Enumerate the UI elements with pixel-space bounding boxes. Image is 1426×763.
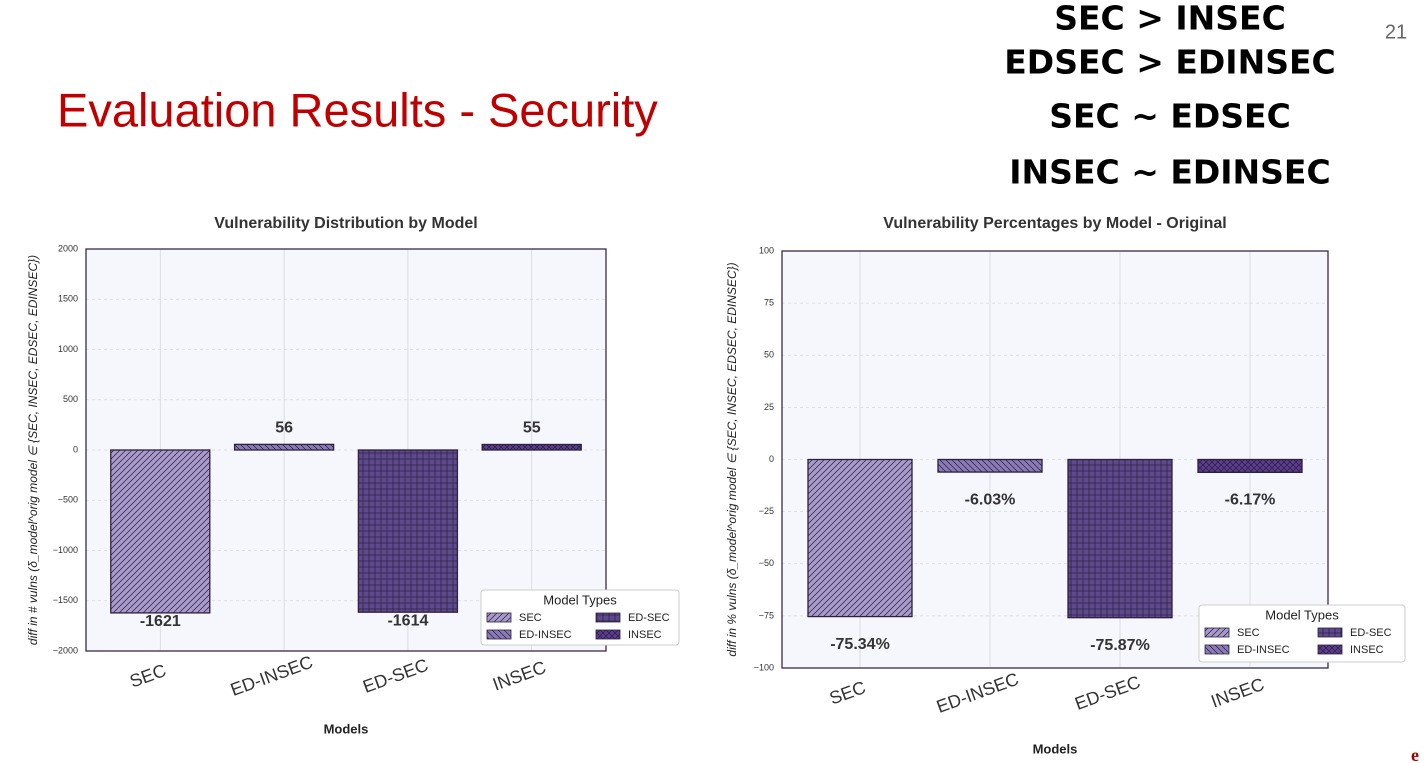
legend-label: SEC: [519, 612, 542, 624]
value-label: -6.17%: [1225, 492, 1276, 509]
y-tick-label: 2000: [58, 243, 78, 253]
x-tick-label: SEC: [127, 660, 169, 691]
bar: [357, 449, 459, 613]
x-tick-label: INSEC: [1208, 674, 1267, 712]
y-axis-label: diff in # vulns (δ_model^orig model ∈ {S…: [26, 255, 40, 645]
note: EDSEC > EDINSEC: [1004, 43, 1335, 82]
bar: [807, 458, 913, 618]
chart-title: Vulnerability Percentages by Model - Ori…: [883, 215, 1227, 232]
logo: e: [1411, 745, 1419, 763]
y-tick-label: −25: [759, 506, 774, 516]
legend-swatch: [486, 612, 512, 623]
note: SEC > INSEC: [1054, 0, 1286, 38]
plot-frame: [781, 250, 1329, 669]
legend: [480, 589, 680, 646]
legend-label: ED-SEC: [1350, 627, 1392, 639]
legend-label: INSEC: [1350, 644, 1384, 656]
bar: [1067, 458, 1173, 619]
bar: [937, 458, 1043, 473]
y-tick-label: 100: [759, 245, 774, 255]
legend-swatch: [595, 612, 621, 623]
y-tick-label: −500: [58, 495, 78, 505]
legend-title: Model Types: [1265, 607, 1339, 622]
legend-swatch: [1317, 627, 1343, 638]
page-number: 21: [1385, 21, 1407, 43]
x-tick-label: ED-INSEC: [934, 669, 1022, 717]
legend-label: INSEC: [628, 629, 662, 641]
legend-swatch: [1317, 644, 1343, 655]
bar: [1197, 458, 1303, 474]
value-label: -1621: [140, 613, 181, 630]
y-axis-label: diff in % vulns (δ_model^orig model ∈ {S…: [725, 262, 739, 656]
bar: [481, 443, 582, 451]
bar: [233, 443, 335, 451]
slide-title: Evaluation Results - Security: [57, 83, 658, 136]
legend-label: SEC: [1237, 627, 1260, 639]
y-tick-label: 0: [73, 444, 78, 454]
y-tick-label: 0: [769, 454, 774, 464]
value-label: -75.87%: [1090, 637, 1150, 654]
y-tick-label: −50: [759, 558, 774, 568]
legend-swatch: [486, 629, 512, 640]
x-axis-label: Models: [1033, 741, 1078, 756]
legend-label: ED-SEC: [628, 612, 670, 624]
y-tick-label: 1500: [58, 294, 78, 304]
legend-swatch: [1204, 627, 1230, 638]
note: INSEC ~ EDINSEC: [1009, 153, 1330, 192]
y-tick-label: 25: [764, 402, 774, 412]
y-tick-label: −100: [754, 662, 774, 672]
x-tick-label: ED-SEC: [360, 655, 431, 697]
legend-label: ED-INSEC: [519, 629, 572, 641]
y-tick-label: −2000: [53, 645, 78, 655]
legend-swatch: [595, 629, 621, 640]
note: SEC ~ EDSEC: [1049, 97, 1291, 136]
plot-frame: [85, 248, 607, 652]
y-tick-label: 500: [63, 394, 78, 404]
bar: [110, 449, 211, 614]
chart-title: Vulnerability Distribution by Model: [214, 215, 477, 232]
x-tick-label: ED-INSEC: [228, 652, 316, 700]
legend: [1198, 604, 1406, 663]
value-label: -75.34%: [830, 636, 890, 653]
x-tick-label: ED-SEC: [1072, 672, 1143, 714]
x-axis-label: Models: [324, 721, 369, 736]
y-tick-label: 1000: [58, 344, 78, 354]
y-tick-label: 75: [764, 298, 774, 308]
value-label: 56: [275, 420, 293, 437]
value-label: -6.03%: [965, 491, 1016, 508]
legend-swatch: [1204, 644, 1230, 655]
x-tick-label: INSEC: [490, 657, 549, 695]
y-tick-label: −1000: [53, 545, 78, 555]
value-label: 55: [523, 420, 541, 437]
legend-title: Model Types: [543, 592, 617, 607]
value-label: -1614: [387, 612, 428, 629]
y-tick-label: −75: [759, 610, 774, 620]
y-tick-label: 50: [764, 350, 774, 360]
legend-label: ED-INSEC: [1237, 644, 1290, 656]
y-tick-label: −1500: [53, 595, 78, 605]
x-tick-label: SEC: [827, 677, 869, 708]
